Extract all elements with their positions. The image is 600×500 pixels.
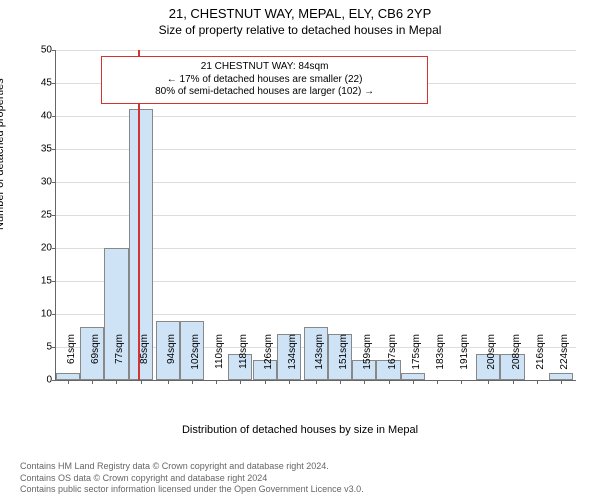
y-tick-label: 0 (22, 375, 56, 386)
y-tick-label: 40 (22, 111, 56, 122)
y-tick-label: 25 (22, 210, 56, 221)
x-tick-label: 110sqm (214, 334, 225, 384)
y-tick-label: 30 (22, 177, 56, 188)
x-tick-label: 94sqm (166, 334, 177, 384)
x-tick-label: 151sqm (338, 334, 349, 384)
x-tick-label: 61sqm (66, 334, 77, 384)
x-tick-label: 102sqm (190, 334, 201, 384)
footer-attribution: Contains HM Land Registry data © Crown c… (0, 461, 600, 496)
y-tick-mark (52, 50, 56, 51)
x-tick-label: 143sqm (314, 334, 325, 384)
y-tick-label: 10 (22, 309, 56, 320)
y-axis-label: Number of detached properties (0, 78, 6, 230)
y-tick-label: 20 (22, 243, 56, 254)
x-tick-label: 134sqm (287, 334, 298, 384)
y-tick-label: 5 (22, 342, 56, 353)
y-tick-mark (52, 116, 56, 117)
x-tick-label: 208sqm (511, 334, 522, 384)
annotation-line: 80% of semi-detached houses are larger (… (108, 86, 421, 99)
y-tick-mark (52, 281, 56, 282)
y-tick-label: 50 (22, 45, 56, 56)
y-tick-label: 35 (22, 144, 56, 155)
y-tick-mark (52, 248, 56, 249)
y-tick-mark (52, 347, 56, 348)
y-tick-mark (52, 314, 56, 315)
x-tick-label: 77sqm (114, 334, 125, 384)
x-tick-label: 200sqm (486, 334, 497, 384)
footer-line: Contains OS data © Crown copyright and d… (20, 473, 600, 485)
y-tick-label: 45 (22, 78, 56, 89)
y-tick-mark (52, 149, 56, 150)
x-tick-label: 69sqm (90, 334, 101, 384)
plot-area: 0510152025303540455061sqm69sqm77sqm85sqm… (55, 50, 576, 381)
x-tick-label: 191sqm (459, 334, 470, 384)
x-tick-label: 118sqm (238, 334, 249, 384)
x-tick-label: 85sqm (139, 334, 150, 384)
x-tick-label: 159sqm (362, 334, 373, 384)
x-tick-label: 224sqm (559, 334, 570, 384)
y-tick-label: 15 (22, 276, 56, 287)
x-tick-label: 216sqm (535, 334, 546, 384)
x-tick-label: 175sqm (411, 334, 422, 384)
annotation-line: ← 17% of detached houses are smaller (22… (108, 74, 421, 87)
x-tick-label: 126sqm (263, 334, 274, 384)
y-tick-mark (52, 380, 56, 381)
chart-container: Number of detached properties 0 5 10 15 20 25… (0, 40, 600, 420)
x-axis-label: Distribution of detached houses by size … (0, 424, 600, 436)
gridline (56, 50, 576, 51)
y-tick-mark (52, 83, 56, 84)
y-tick-mark (52, 182, 56, 183)
page-title-line1: 21, CHESTNUT WAY, MEPAL, ELY, CB6 2YP (0, 0, 600, 21)
annotation-line: 21 CHESTNUT WAY: 84sqm (108, 61, 421, 74)
page-title-line2: Size of property relative to detached ho… (0, 21, 600, 37)
x-tick-label: 167sqm (387, 334, 398, 384)
footer-line: Contains HM Land Registry data © Crown c… (20, 461, 600, 473)
y-tick-mark (52, 215, 56, 216)
footer-line: Contains public sector information licen… (20, 484, 600, 496)
x-tick-label: 183sqm (435, 334, 446, 384)
annotation-box: 21 CHESTNUT WAY: 84sqm← 17% of detached … (101, 56, 428, 104)
